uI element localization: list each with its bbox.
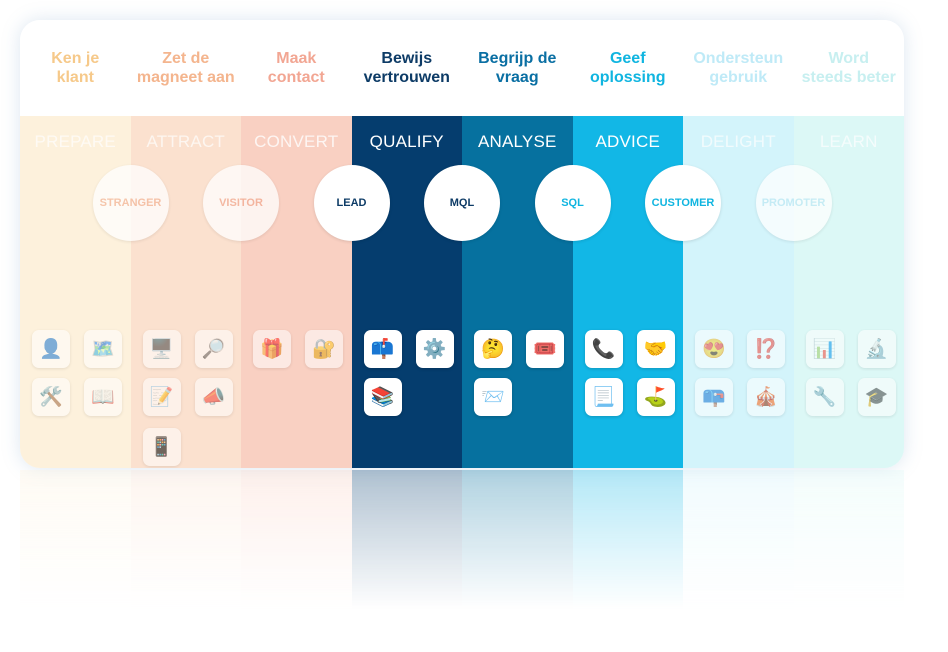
- column-heading: Geef oplossing: [572, 20, 683, 116]
- mailbox-icon: 📫: [363, 330, 402, 368]
- column-convert: Maak contact CONVERT 🎁 🔐: [241, 20, 352, 468]
- phone-icon: 📞: [584, 330, 623, 368]
- ticket-icon: 🎟️: [526, 330, 564, 368]
- funnel-stage-circle-lead: LEAD: [313, 165, 390, 241]
- heading-line: Word: [828, 50, 870, 67]
- funnel-stage-circle-mql: MQL: [424, 165, 500, 241]
- golf-flag-icon: ⛳: [636, 378, 675, 416]
- document-icon: 📃: [584, 378, 623, 416]
- column-qualify: Bewijs vertrouwen QUALIFY 📫 ⚙️ 📚: [351, 20, 462, 468]
- reflection-column: [20, 470, 131, 610]
- stage-label: ANALYSE: [477, 132, 557, 151]
- reflection-column: [241, 470, 352, 610]
- smile-icon: 😍: [695, 330, 733, 368]
- inbox-icon: 📨: [474, 378, 512, 416]
- gift-icon: 🎁: [253, 330, 291, 368]
- journey-card: Ken je klant PREPARE 👤 🗺️ 🛠️ 📖 Zet de magneet aa…: [20, 20, 904, 468]
- stage-label: CONVERT: [254, 132, 339, 151]
- megaphone-icon: 📣: [194, 378, 233, 416]
- column-learn: Word steeds beter LEARN 📊 🔬 🔧 🎓: [793, 20, 904, 468]
- stage-label: QUALIFY: [369, 132, 444, 151]
- wrench-icon: 🔧: [805, 378, 844, 416]
- handshake-icon: 🤝: [636, 330, 675, 368]
- column-heading: Maak contact: [241, 20, 352, 116]
- stage-label: ATTRACT: [146, 132, 226, 151]
- column-prepare: Ken je klant PREPARE 👤 🗺️ 🛠️ 📖: [20, 20, 131, 468]
- funnel-stage-circle-visitor: VISITOR: [203, 165, 279, 241]
- heading-line: Bewijs: [381, 50, 433, 67]
- column-analyse: Begrijp de vraag ANALYSE 🤔 🎟️ 📨: [462, 20, 573, 468]
- microscope-icon: 🔬: [857, 330, 896, 368]
- column-heading: Zet de magneet aan: [130, 20, 241, 116]
- gear-icon: ⚙️: [415, 330, 454, 368]
- books-icon: 📚: [363, 378, 402, 416]
- column-advice: Geef oplossing ADVICE 📞 🤝 📃 ⛳: [572, 20, 683, 468]
- column-heading: Bewijs vertrouwen: [351, 20, 462, 116]
- column-heading: Begrijp de vraag: [462, 20, 573, 116]
- map-icon: 🗺️: [84, 330, 122, 368]
- heading-line: magneet aan: [136, 69, 235, 86]
- column-heading: Ondersteun gebruik: [683, 20, 794, 116]
- thinking-face-icon: 🤔: [474, 330, 512, 368]
- heading-line: steeds beter: [801, 69, 896, 86]
- exclamation-icon: ⁉️: [747, 330, 785, 368]
- column-body: DELIGHT 😍 ⁉️ 📪 🎪: [683, 116, 794, 468]
- stage-label: PREPARE: [34, 132, 116, 151]
- funnel-stage-circle-customer: CUSTOMER: [645, 165, 721, 241]
- reflection-column: [462, 470, 573, 610]
- heading-line: Geef: [609, 50, 646, 67]
- reflection-column: [351, 470, 462, 610]
- column-heading: Word steeds beter: [793, 20, 904, 116]
- reflection-column: [572, 470, 683, 610]
- column-heading: Ken je klant: [20, 20, 131, 116]
- stage-label: LEARN: [819, 132, 878, 151]
- heading-line: Zet de: [162, 50, 210, 67]
- mobile-icon: 📱: [142, 428, 181, 466]
- heading-line: oplossing: [589, 69, 666, 86]
- heading-line: contact: [267, 69, 325, 86]
- funnel-stage-circle-sql: SQL: [534, 165, 611, 241]
- lock-icon: 🔐: [305, 330, 343, 368]
- heading-line: gebruik: [709, 69, 768, 86]
- heading-line: Maak: [276, 50, 317, 67]
- bar-chart-icon: 📊: [805, 330, 844, 368]
- tools-icon: 🛠️: [32, 378, 70, 416]
- reflection-column: [130, 470, 241, 610]
- heading-line: klant: [56, 69, 94, 86]
- graduation-cap-icon: 🎓: [857, 378, 896, 416]
- magnifier-icon: 🔎: [194, 330, 233, 368]
- reflection-column: [683, 470, 794, 610]
- mailbox-icon: 📪: [695, 378, 733, 416]
- column-delight: Ondersteun gebruik DELIGHT 😍 ⁉️ 📪 🎪: [683, 20, 794, 468]
- person-icon: 👤: [32, 330, 70, 368]
- reflection-column: [793, 470, 904, 610]
- heading-line: vraag: [495, 69, 539, 86]
- heading-line: Ken je: [51, 50, 100, 67]
- heading-line: Begrijp de: [478, 50, 557, 67]
- computer-icon: 🖥️: [142, 330, 181, 368]
- heading-line: vertrouwen: [363, 69, 450, 86]
- memo-icon: 📝: [142, 378, 181, 416]
- gift-box-icon: 🎪: [747, 378, 785, 416]
- column-attract: Zet de magneet aan ATTRACT 🖥️ 🔎 📝 📣 📱: [130, 20, 241, 468]
- book-icon: 📖: [84, 378, 122, 416]
- card-reflection: [20, 470, 904, 610]
- funnel-stage-circle-promoter: PROMOTER: [755, 165, 832, 241]
- stage-label: ADVICE: [595, 132, 660, 151]
- heading-line: Ondersteun: [693, 50, 784, 67]
- stage-label: DELIGHT: [700, 132, 776, 151]
- funnel-stage-circle-stranger: STRANGER: [92, 165, 169, 241]
